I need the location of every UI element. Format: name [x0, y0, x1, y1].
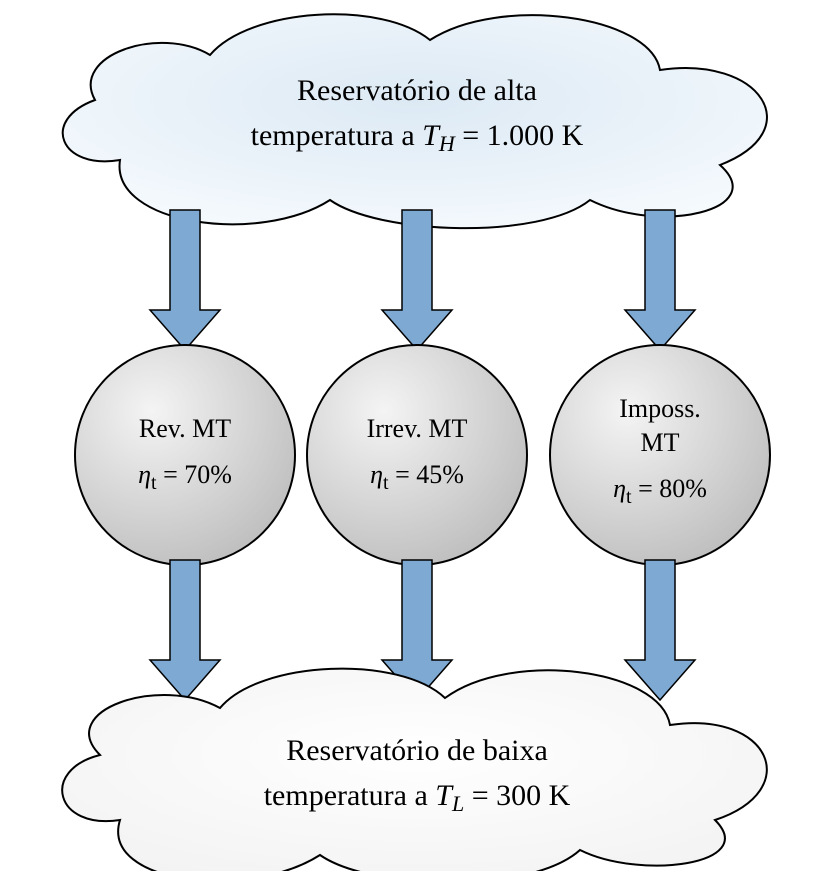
heat-engine-1: Irrev. MTηt = 45% [307, 345, 527, 565]
engine-title-b: MT [641, 428, 680, 457]
engine-circle [307, 345, 527, 565]
flow-arrow [625, 210, 695, 350]
engines-group: Rev. MTηt = 70%Irrev. MTηt = 45% Imposs. M… [75, 345, 770, 565]
engine-title: Rev. MT [139, 414, 231, 443]
engine-title: Irrev. MT [367, 414, 468, 443]
heat-engine-0: Rev. MTηt = 70% [75, 345, 295, 565]
engine-title-a: Imposs. [619, 394, 701, 423]
hot-reservoir: Reservatório de alta temperatura a TH = … [63, 14, 767, 228]
engine-circle [75, 345, 295, 565]
heat-engine-2: Imposs.MTηt = 80% [550, 345, 770, 565]
hot-reservoir-line2: temperatura a TH = 1.000 K [251, 119, 584, 156]
cold-reservoir-line1: Reservatório de baixa [286, 734, 548, 767]
cold-reservoir-line2: temperatura a TL = 300 K [264, 779, 571, 816]
hot-reservoir-line1: Reservatório de alta [297, 74, 537, 107]
flow-arrow [625, 560, 695, 700]
flow-arrow [150, 210, 220, 350]
flow-arrow [382, 210, 452, 350]
top-arrows-group [150, 210, 695, 350]
flow-arrow [150, 560, 220, 700]
